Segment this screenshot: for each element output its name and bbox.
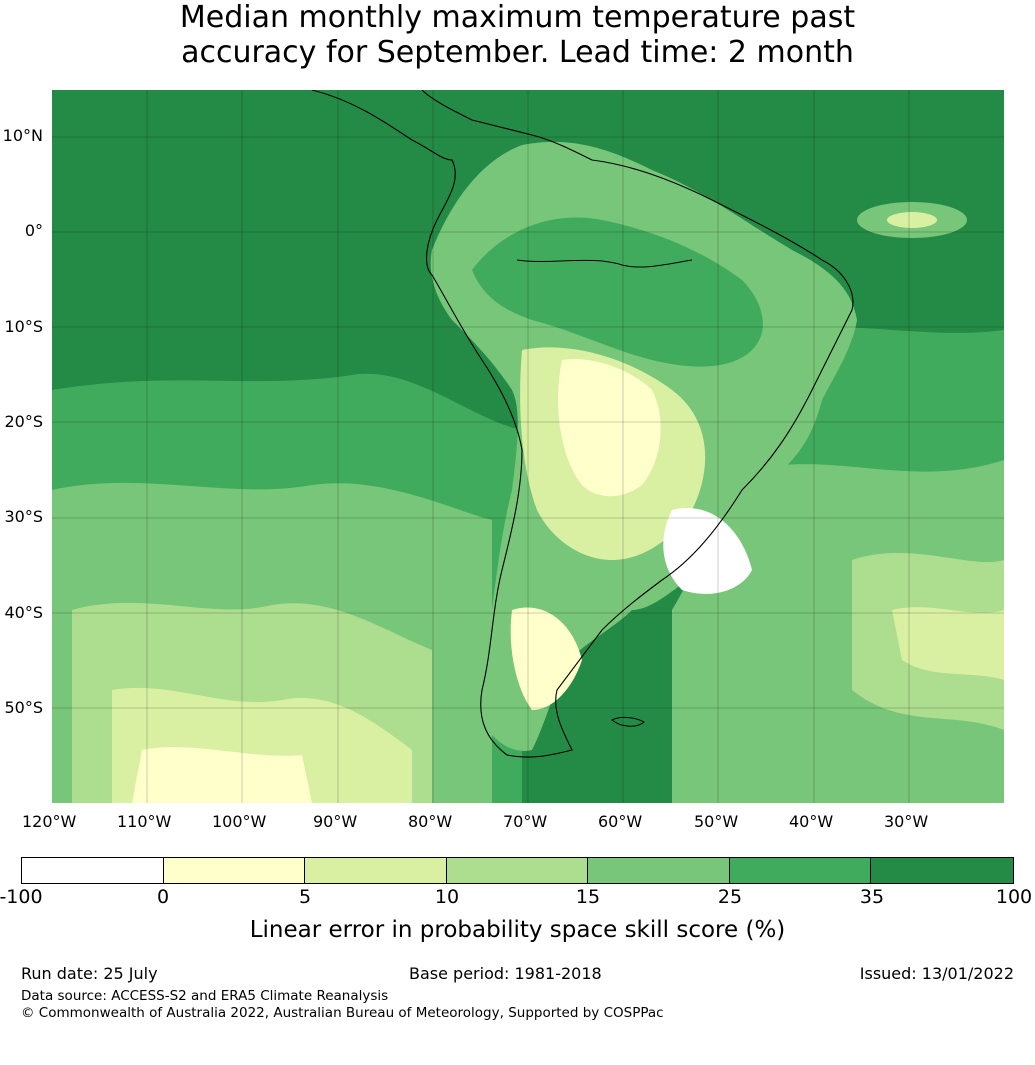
gran-chaco-zone	[558, 359, 661, 497]
issued-date: Issued: 13/01/2022	[859, 964, 1014, 983]
colorbar-tick: 15	[575, 886, 601, 908]
south-atlantic-lower-zone	[892, 607, 1004, 680]
lon-label-30w: 30°W	[884, 812, 929, 831]
colorbar-label: Linear error in probability space skill …	[249, 917, 786, 943]
copyright: © Commonwealth of Australia 2022, Austra…	[21, 1005, 664, 1021]
south-pacific-lowest-zone	[132, 747, 312, 803]
lat-label-40s: 40°S	[4, 603, 43, 622]
river-amazon	[516, 259, 693, 268]
colorbar-tick: 100	[995, 886, 1033, 908]
colorbar-segment-green	[587, 858, 730, 883]
lon-label-110w: 110°W	[117, 812, 172, 831]
lat-label-50s: 50°S	[4, 698, 43, 717]
lat-label-20s: 20°S	[4, 412, 43, 431]
coastline	[311, 90, 854, 758]
colorbar-tick: 25	[717, 886, 743, 908]
chart-title: Median monthly maximum temperature past …	[0, 0, 1035, 70]
south-atlantic-mid-zone	[672, 460, 1004, 803]
lon-label-80w: 80°W	[408, 812, 453, 831]
skill-map	[52, 90, 1004, 803]
colorbar-segment-white	[22, 858, 164, 883]
lon-label-90w: 90°W	[313, 812, 358, 831]
lat-label-0: 0°	[24, 221, 43, 240]
base-period: Base period: 1981-2018	[409, 964, 602, 983]
colorbar-segment-light-green	[447, 858, 588, 883]
lat-label-10s: 10°S	[4, 317, 43, 336]
lon-label-50w: 50°W	[694, 812, 739, 831]
colorbar-tick: 5	[298, 886, 312, 908]
lon-label-70w: 70°W	[503, 812, 548, 831]
colorbar-tick: 35	[859, 886, 885, 908]
colorbar-segment-pale-green	[305, 858, 448, 883]
colorbar-segment-dark-green	[871, 858, 1014, 883]
rio-de-la-plata-zone	[663, 508, 752, 594]
equatorial-atlantic-patch-inner	[887, 212, 937, 228]
lat-label-10n: 10°N	[2, 126, 43, 145]
title-line-2: accuracy for September. Lead time: 2 mon…	[181, 35, 854, 70]
data-source: Data source: ACCESS-S2 and ERA5 Climate …	[21, 988, 389, 1004]
falkland-islands	[611, 716, 645, 727]
colorbar-tick: 10	[434, 886, 460, 908]
lat-label-30s: 30°S	[4, 507, 43, 526]
lon-label-120w: 120°W	[22, 812, 77, 831]
lon-label-60w: 60°W	[598, 812, 643, 831]
patagonia-zone	[510, 607, 582, 710]
run-date: Run date: 25 July	[21, 964, 158, 983]
graticule	[52, 90, 1004, 803]
colorbar-segment-medium-green	[729, 858, 872, 883]
lon-label-100w: 100°W	[212, 812, 267, 831]
map-panel	[52, 90, 1004, 803]
colorbar-segment-cream	[163, 858, 306, 883]
colorbar-tick: -100	[0, 886, 43, 908]
colorbar	[21, 857, 1014, 884]
colorbar-tick: 0	[156, 886, 170, 908]
lon-label-40w: 40°W	[789, 812, 834, 831]
amazon-zone	[472, 217, 763, 367]
title-line-1: Median monthly maximum temperature past	[179, 0, 856, 35]
